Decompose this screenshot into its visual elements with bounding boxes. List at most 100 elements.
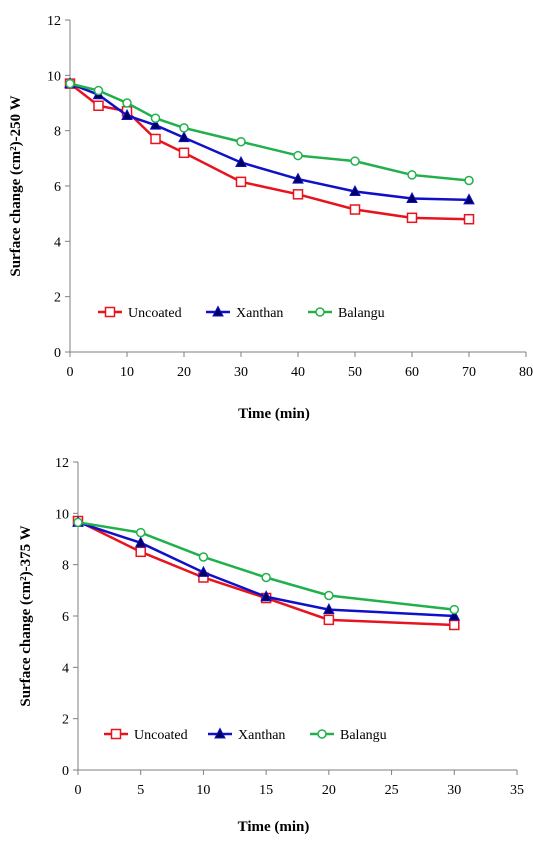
- data-point: [150, 113, 161, 123]
- legend-entry-uncoated: Uncoated: [104, 728, 188, 743]
- x-tick-label: 30: [447, 783, 461, 798]
- chart-1: 0 2 4 6 8 10 12 0 10 20 30 40 50 60 70 80 Time (min) Surf…: [8, 14, 533, 422]
- data-point: [463, 213, 475, 225]
- data-point: [349, 204, 361, 215]
- legend-entry-xanthan: Xanthan: [206, 305, 283, 321]
- data-point: [293, 150, 303, 161]
- legend-label: Uncoated: [134, 728, 188, 743]
- legend-marker: [110, 728, 122, 740]
- legend-label: Balangu: [340, 728, 387, 743]
- data-point: [178, 147, 190, 159]
- data-point: [261, 572, 271, 583]
- data-point: [449, 619, 460, 631]
- data-point: [235, 176, 247, 188]
- data-point: [406, 212, 418, 224]
- y-tick-label: 4: [54, 235, 61, 250]
- x-tick-label: 35: [510, 783, 524, 798]
- y-tick-label: 12: [47, 14, 61, 29]
- data-point: [406, 191, 418, 203]
- y-tick-label: 12: [55, 456, 69, 471]
- legend-entry-balangu: Balangu: [310, 728, 387, 743]
- data-point: [448, 609, 461, 621]
- legend-marker: [317, 729, 327, 739]
- series-line: [69, 82, 470, 202]
- x-tick-label: 0: [67, 365, 74, 380]
- series-line: [69, 82, 470, 221]
- legend-label: Xanthan: [238, 728, 285, 743]
- x-tick-label: 15: [259, 783, 273, 798]
- data-point: [324, 590, 334, 601]
- data-point: [464, 175, 474, 186]
- y-tick-label: 6: [54, 180, 61, 195]
- legend-label: Uncoated: [128, 306, 182, 321]
- x-axis-title: Time (min): [238, 819, 310, 835]
- x-tick-label: 20: [177, 365, 191, 380]
- data-point: [292, 172, 304, 184]
- data-point: [93, 85, 104, 96]
- y-tick-label: 8: [54, 125, 61, 140]
- x-tick-label: 20: [322, 783, 336, 798]
- y-tick-label: 0: [62, 764, 69, 779]
- legend-marker: [212, 305, 224, 317]
- y-tick-label: 8: [62, 559, 69, 574]
- data-point: [122, 98, 132, 108]
- legend-entry-xanthan: Xanthan: [208, 727, 285, 743]
- y-axis-title: Surface change (cm²)-250 W: [8, 95, 24, 276]
- y-axis-title: Surface change (cm²)-375 W: [18, 525, 34, 706]
- y-tick-label: 6: [62, 610, 69, 625]
- series-line: [69, 82, 470, 182]
- legend-marker: [214, 727, 226, 739]
- legend-marker: [104, 306, 116, 318]
- legend-marker: [315, 307, 325, 317]
- x-tick-label: 25: [385, 783, 399, 798]
- legend-label: Balangu: [338, 306, 385, 321]
- data-point: [292, 189, 304, 200]
- x-tick-label: 80: [519, 365, 533, 380]
- data-point: [323, 603, 335, 615]
- x-tick-label: 10: [120, 365, 134, 380]
- data-point: [463, 193, 475, 205]
- data-point: [134, 536, 147, 548]
- x-axis-title: Time (min): [238, 406, 310, 422]
- series-xanthan: [64, 77, 475, 205]
- data-point: [198, 552, 209, 562]
- data-point: [349, 184, 361, 197]
- y-tick-label: 4: [62, 661, 69, 676]
- data-point: [197, 565, 210, 577]
- y-tick-label: 2: [54, 291, 61, 306]
- x-tick-label: 10: [196, 783, 210, 798]
- series-balangu: [65, 78, 474, 186]
- data-point: [93, 100, 104, 112]
- data-point: [135, 527, 146, 538]
- data-point: [323, 614, 335, 626]
- data-point: [121, 108, 133, 120]
- data-point: [179, 123, 189, 133]
- y-tick-label: 2: [62, 713, 69, 728]
- y-tick-label: 0: [54, 346, 61, 361]
- data-point: [73, 517, 83, 528]
- x-tick-label: 70: [462, 365, 476, 380]
- data-point: [65, 78, 75, 89]
- x-tick-label: 30: [234, 365, 248, 380]
- series-balangu: [73, 517, 460, 615]
- legend-entry-uncoated: Uncoated: [98, 306, 182, 321]
- x-tick-label: 5: [137, 783, 144, 798]
- data-point: [260, 590, 272, 602]
- series-line: [77, 521, 455, 618]
- y-tick-label: 10: [47, 69, 61, 84]
- x-tick-label: 40: [291, 365, 305, 380]
- legend-entry-balangu: Balangu: [308, 306, 385, 321]
- data-point: [135, 546, 146, 558]
- legend-label: Xanthan: [236, 306, 283, 321]
- data-point: [178, 131, 190, 143]
- data-point: [149, 118, 162, 130]
- series-line: [77, 521, 455, 611]
- x-tick-label: 0: [75, 783, 82, 798]
- data-point: [407, 170, 417, 180]
- data-point: [236, 136, 246, 147]
- series-line: [77, 519, 455, 627]
- data-point: [449, 604, 460, 615]
- y-tick-label: 10: [55, 507, 69, 522]
- data-point: [150, 133, 161, 145]
